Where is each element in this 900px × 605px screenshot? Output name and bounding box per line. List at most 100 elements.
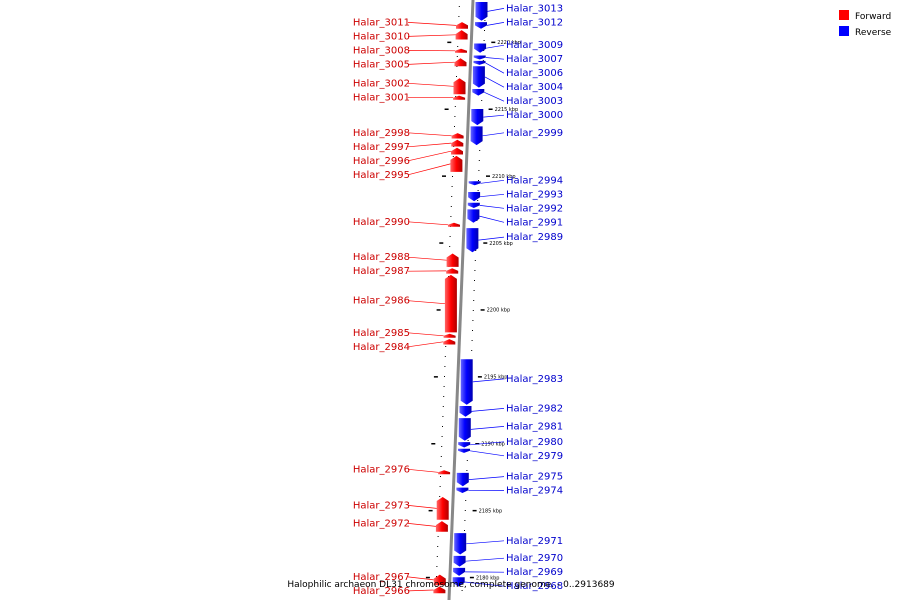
gene-halar-2980[interactable] (458, 442, 470, 447)
gene-halar-2969[interactable] (453, 568, 465, 576)
gene-halar-2993[interactable] (468, 192, 480, 201)
gene-halar-2987[interactable] (446, 268, 458, 273)
gene-halar-3013[interactable] (476, 2, 488, 21)
gene-label[interactable]: Halar_3008 (353, 45, 410, 56)
ruler-tick-label: 2185 kbp (479, 508, 503, 514)
gene-label[interactable]: Halar_3003 (506, 96, 563, 107)
gene-halar-2986[interactable] (445, 275, 457, 333)
track-dot (478, 170, 479, 171)
track-dot (478, 190, 479, 191)
gene-label[interactable]: Halar_3007 (506, 54, 563, 65)
track-dot (443, 396, 444, 397)
gene-halar-3009[interactable] (474, 44, 486, 53)
gene-label[interactable]: Halar_3002 (353, 78, 410, 89)
gene-halar-2996[interactable] (451, 148, 463, 155)
gene-halar-2997[interactable] (451, 140, 463, 147)
gene-halar-3005[interactable] (455, 58, 467, 66)
gene-label[interactable]: Halar_2982 (506, 403, 563, 414)
gene-label[interactable]: Halar_3011 (353, 17, 410, 28)
gene-label[interactable]: Halar_3006 (506, 68, 563, 79)
gene-halar-3004[interactable] (473, 66, 485, 87)
gene-halar-2990[interactable] (448, 223, 460, 227)
gene-halar-3007[interactable] (474, 56, 486, 60)
gene-label[interactable]: Halar_2989 (506, 232, 563, 243)
gene-halar-2995[interactable] (450, 156, 462, 172)
gene-label[interactable]: Halar_2988 (353, 252, 410, 263)
gene-label[interactable]: Halar_3009 (506, 40, 563, 51)
gene-label[interactable]: Halar_3001 (353, 92, 410, 103)
track-dot (479, 150, 480, 151)
gene-halar-3012[interactable] (475, 22, 487, 29)
gene-halar-2999[interactable] (471, 126, 483, 145)
label-leader (486, 63, 505, 73)
gene-label[interactable]: Halar_3012 (506, 17, 563, 28)
track-dot (484, 20, 485, 21)
gene-halar-3001[interactable] (453, 96, 465, 100)
gene-halar-3008[interactable] (455, 49, 467, 53)
gene-label[interactable]: Halar_2986 (353, 296, 410, 307)
gene-label[interactable]: Halar_2971 (506, 536, 563, 547)
gene-halar-2988[interactable] (447, 254, 459, 267)
gene-halar-2973[interactable] (437, 497, 449, 520)
gene-label[interactable]: Halar_2992 (506, 203, 563, 214)
label-leader (408, 301, 445, 304)
gene-label[interactable]: Halar_2995 (353, 170, 410, 181)
gene-label[interactable]: Halar_2981 (506, 421, 563, 432)
gene-halar-2981[interactable] (459, 418, 471, 441)
label-leader (408, 590, 433, 591)
gene-halar-3010[interactable] (456, 30, 468, 39)
gene-label[interactable]: Halar_2975 (506, 472, 563, 483)
gene-halar-2979[interactable] (458, 449, 470, 453)
track-dot (457, 56, 458, 57)
gene-label[interactable]: Halar_2999 (506, 128, 563, 139)
gene-label[interactable]: Halar_3005 (353, 59, 410, 70)
gene-halar-3002[interactable] (454, 78, 466, 94)
gene-label[interactable]: Halar_2970 (506, 553, 563, 564)
gene-label[interactable]: Halar_2976 (353, 464, 410, 475)
gene-label[interactable]: Halar_3010 (353, 31, 410, 42)
gene-label[interactable]: Halar_2980 (506, 437, 563, 448)
gene-label[interactable]: Halar_2972 (353, 518, 410, 529)
label-leader (470, 451, 504, 456)
gene-halar-2982[interactable] (460, 406, 472, 417)
gene-label[interactable]: Halar_2993 (506, 189, 563, 200)
gene-label[interactable]: Halar_2987 (353, 266, 410, 277)
gene-halar-2976[interactable] (438, 470, 450, 474)
gene-halar-2991[interactable] (467, 209, 479, 222)
gene-halar-3000[interactable] (471, 109, 483, 125)
gene-halar-2994[interactable] (469, 181, 481, 185)
gene-halar-3006[interactable] (474, 61, 486, 65)
gene-halar-2974[interactable] (456, 488, 468, 493)
gene-label[interactable]: Halar_2985 (353, 328, 410, 339)
gene-halar-3011[interactable] (456, 22, 468, 29)
gene-label[interactable]: Halar_2974 (506, 486, 563, 497)
gene-label[interactable]: Halar_2969 (506, 567, 563, 578)
gene-label[interactable]: Halar_2991 (506, 217, 563, 228)
gene-halar-2970[interactable] (454, 556, 466, 567)
gene-label[interactable]: Halar_2994 (506, 175, 563, 186)
gene-halar-2989[interactable] (466, 228, 478, 252)
gene-label[interactable]: Halar_3000 (506, 110, 563, 121)
gene-label[interactable]: Halar_2984 (353, 342, 410, 353)
gene-halar-3003[interactable] (472, 89, 484, 96)
gene-label[interactable]: Halar_3013 (506, 3, 563, 14)
gene-halar-2992[interactable] (468, 203, 480, 208)
gene-halar-2972[interactable] (436, 521, 448, 532)
gene-halar-2975[interactable] (457, 473, 469, 486)
gene-label[interactable]: Halar_3004 (506, 82, 563, 93)
gene-label[interactable]: Halar_2997 (353, 142, 410, 153)
gene-halar-2998[interactable] (452, 133, 464, 138)
ruler-tick (426, 577, 430, 579)
gene-halar-2971[interactable] (454, 533, 466, 554)
gene-label[interactable]: Halar_2983 (506, 374, 563, 385)
gene-label[interactable]: Halar_2998 (353, 128, 410, 139)
gene-label[interactable]: Halar_2996 (353, 156, 410, 167)
track-dot (452, 186, 453, 187)
ruler-tick (478, 376, 482, 378)
gene-label[interactable]: Halar_2973 (353, 500, 410, 511)
gene-halar-2985[interactable] (444, 334, 456, 338)
gene-label[interactable]: Halar_2979 (506, 451, 563, 462)
gene-halar-2984[interactable] (443, 339, 455, 344)
gene-label[interactable]: Halar_2990 (353, 217, 410, 228)
gene-halar-2983[interactable] (461, 359, 473, 405)
